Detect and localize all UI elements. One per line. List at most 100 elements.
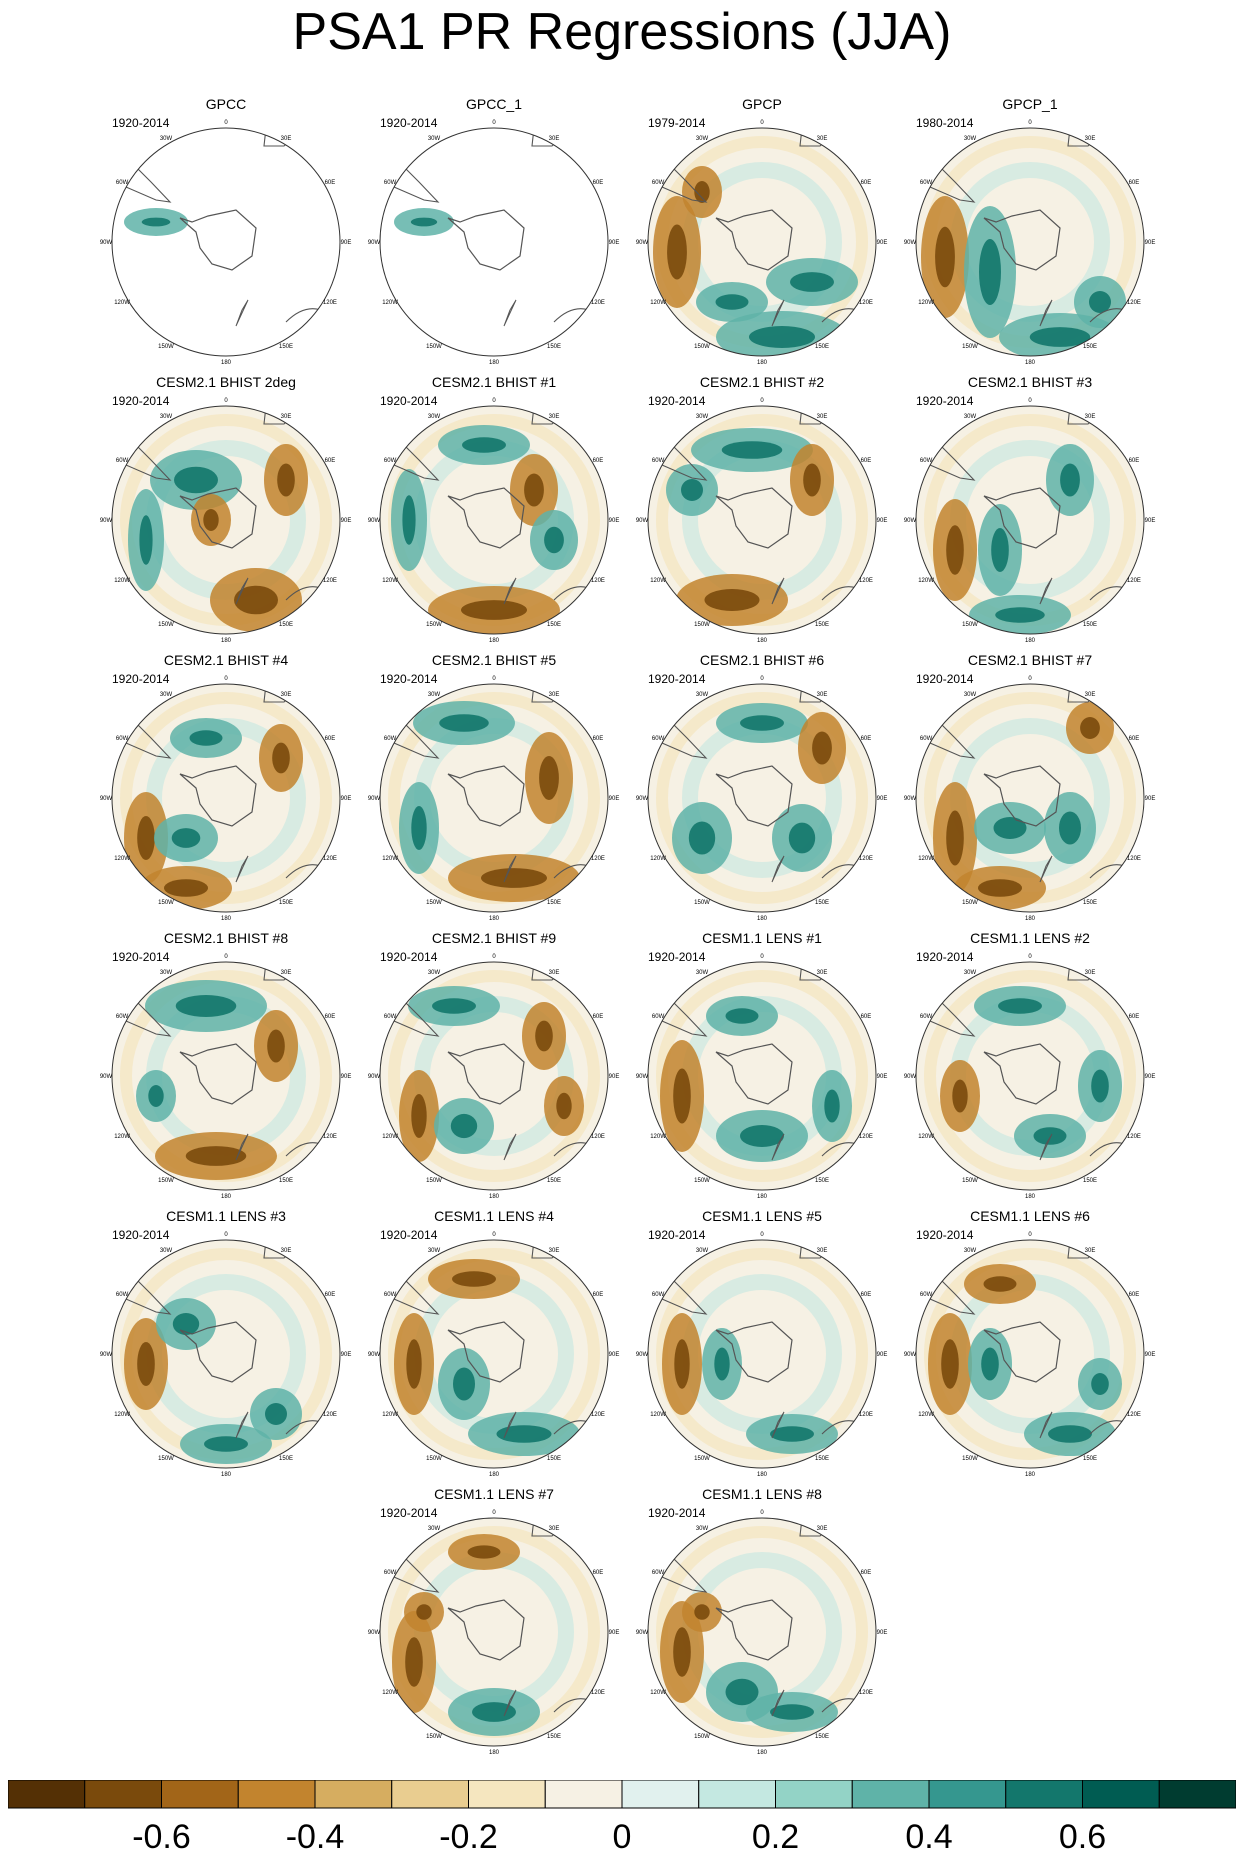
longitude-label: 150W bbox=[158, 344, 174, 350]
dry-anomaly-core bbox=[673, 1068, 691, 1124]
wet-anomaly-core bbox=[172, 1313, 200, 1335]
wet-anomaly-core bbox=[1033, 1127, 1067, 1145]
longitude-label: 120W bbox=[382, 1412, 398, 1418]
longitude-label: 60E bbox=[325, 736, 336, 742]
longitude-label: 180 bbox=[221, 360, 232, 364]
wet-anomaly-core bbox=[544, 526, 564, 554]
map-boundary bbox=[379, 1239, 609, 1469]
longitude-label: 60E bbox=[593, 180, 604, 186]
longitude-label: 150W bbox=[426, 1456, 442, 1462]
colorbar-tick-label: -0.4 bbox=[286, 1818, 345, 1856]
colorbar-swatch bbox=[851, 1780, 930, 1809]
longitude-label: 150E bbox=[815, 1456, 829, 1462]
colorbar-swatch bbox=[544, 1780, 623, 1809]
panel-period: 1920-2014 bbox=[112, 672, 170, 686]
map-panel: GPCP_1 1980-2014 0 30E 60E 90E 120E 150E 180 150W… bbox=[896, 96, 1164, 364]
longitude-label: 90W bbox=[100, 1352, 113, 1358]
longitude-label: 90E bbox=[877, 240, 888, 246]
longitude-label: 120E bbox=[859, 1690, 873, 1696]
map-panel: CESM2.1 BHIST 2deg 1920-2014 0 30E 60E 90E 120… bbox=[92, 374, 360, 642]
panel-title: CESM2.1 BHIST #2 bbox=[699, 374, 825, 390]
longitude-label: 0 bbox=[1028, 676, 1032, 682]
colorbar-swatch bbox=[1158, 1780, 1236, 1809]
wet-anomaly-core bbox=[740, 715, 784, 731]
longitude-label: 120E bbox=[323, 578, 337, 584]
new-zealand-coastline bbox=[503, 577, 517, 605]
longitude-label: 30E bbox=[817, 1526, 828, 1532]
longitude-label: 30W bbox=[964, 970, 977, 976]
wet-anomaly-core bbox=[1029, 327, 1091, 347]
panel-period: 1920-2014 bbox=[648, 1506, 706, 1520]
longitude-label: 30E bbox=[1085, 414, 1096, 420]
longitude-label: 180 bbox=[489, 1750, 500, 1754]
longitude-label: 30E bbox=[1085, 136, 1096, 142]
longitude-label: 120E bbox=[859, 1412, 873, 1418]
longitude-label: 0 bbox=[224, 398, 228, 404]
longitude-label: 90W bbox=[904, 1352, 917, 1358]
longitude-label: 90W bbox=[636, 1630, 649, 1636]
colorbar-tick-label: 0.6 bbox=[1059, 1818, 1106, 1856]
longitude-label: 120E bbox=[859, 578, 873, 584]
longitude-label: 120E bbox=[1127, 300, 1141, 306]
panel-title: GPCC bbox=[205, 96, 247, 112]
panel-period: 1920-2014 bbox=[380, 1228, 438, 1242]
new-zealand-coastline bbox=[771, 1411, 785, 1439]
polar-map: 0 30E 60E 90E 120E 150E 180 150W 120W 90W 60W 30W bbox=[368, 1232, 620, 1476]
colorbar-swatch bbox=[237, 1780, 316, 1809]
antarctica-coastline bbox=[179, 765, 257, 827]
wet-anomaly-core bbox=[174, 466, 218, 494]
longitude-label: 30E bbox=[1085, 692, 1096, 698]
longitude-label: 150W bbox=[962, 1178, 978, 1184]
longitude-label: 60E bbox=[861, 1292, 872, 1298]
map-background bbox=[648, 1518, 876, 1746]
south-america-coastline bbox=[125, 995, 172, 1037]
south-america-coastline bbox=[661, 717, 708, 759]
longitude-label: 30E bbox=[281, 414, 292, 420]
map-boundary bbox=[915, 683, 1145, 913]
wet-anomaly-core bbox=[204, 1436, 248, 1452]
longitude-label: 30W bbox=[428, 970, 441, 976]
longitude-label: 120W bbox=[650, 1412, 666, 1418]
longitude-label: 0 bbox=[1028, 1232, 1032, 1238]
antarctica-coastline bbox=[179, 1321, 257, 1383]
longitude-label: 30W bbox=[160, 692, 173, 698]
longitude-label: 60W bbox=[920, 458, 933, 464]
longitude-label: 30W bbox=[428, 1526, 441, 1532]
new-zealand-coastline bbox=[771, 299, 785, 327]
dry-anomaly-core bbox=[952, 1079, 968, 1113]
longitude-label: 30W bbox=[160, 1248, 173, 1254]
map-panel: CESM1.1 LENS #2 1920-2014 0 30E 60E 90E 120E 15… bbox=[896, 930, 1164, 1198]
dry-anomaly-core bbox=[946, 810, 964, 866]
longitude-label: 30E bbox=[281, 136, 292, 142]
longitude-label: 90W bbox=[636, 240, 649, 246]
colorbar-tick-label: 0 bbox=[613, 1818, 632, 1856]
longitude-label: 90E bbox=[877, 1074, 888, 1080]
panel-title: GPCP_1 bbox=[1002, 96, 1058, 112]
dry-anomaly-core bbox=[704, 589, 760, 611]
longitude-label: 90W bbox=[904, 518, 917, 524]
polar-map: 0 30E 60E 90E 120E 150E 180 150W 120W 90W 60W 30W bbox=[100, 398, 352, 642]
polar-map: 0 30E 60E 90E 120E 150E 180 150W 120W 90W 60W 30W bbox=[636, 1510, 888, 1754]
longitude-label: 90E bbox=[609, 1630, 620, 1636]
longitude-label: 150W bbox=[694, 1734, 710, 1740]
map-panel: CESM1.1 LENS #4 1920-2014 0 30E 60E 90E 120E 15… bbox=[360, 1208, 628, 1476]
longitude-label: 0 bbox=[492, 398, 496, 404]
wet-anomaly-core bbox=[721, 441, 783, 459]
longitude-label: 120E bbox=[859, 856, 873, 862]
panel-period: 1920-2014 bbox=[380, 116, 438, 130]
south-america-coastline bbox=[393, 161, 440, 203]
longitude-label: 150E bbox=[1083, 622, 1097, 628]
longitude-label: 120E bbox=[323, 1412, 337, 1418]
dry-anomaly-core bbox=[298, 345, 324, 356]
longitude-label: 120W bbox=[650, 1690, 666, 1696]
antarctica-coastline bbox=[715, 1321, 793, 1383]
longitude-label: 180 bbox=[489, 1194, 500, 1198]
wet-anomaly-core bbox=[141, 217, 171, 227]
longitude-label: 30W bbox=[964, 1248, 977, 1254]
panel-title: CESM2.1 BHIST 2deg bbox=[156, 374, 296, 390]
wet-anomaly-core bbox=[993, 817, 1027, 839]
dry-anomaly-core bbox=[416, 1604, 432, 1620]
wet-anomaly-core bbox=[688, 821, 716, 855]
wet-anomaly-core bbox=[265, 1403, 287, 1425]
longitude-label: 60E bbox=[593, 1014, 604, 1020]
